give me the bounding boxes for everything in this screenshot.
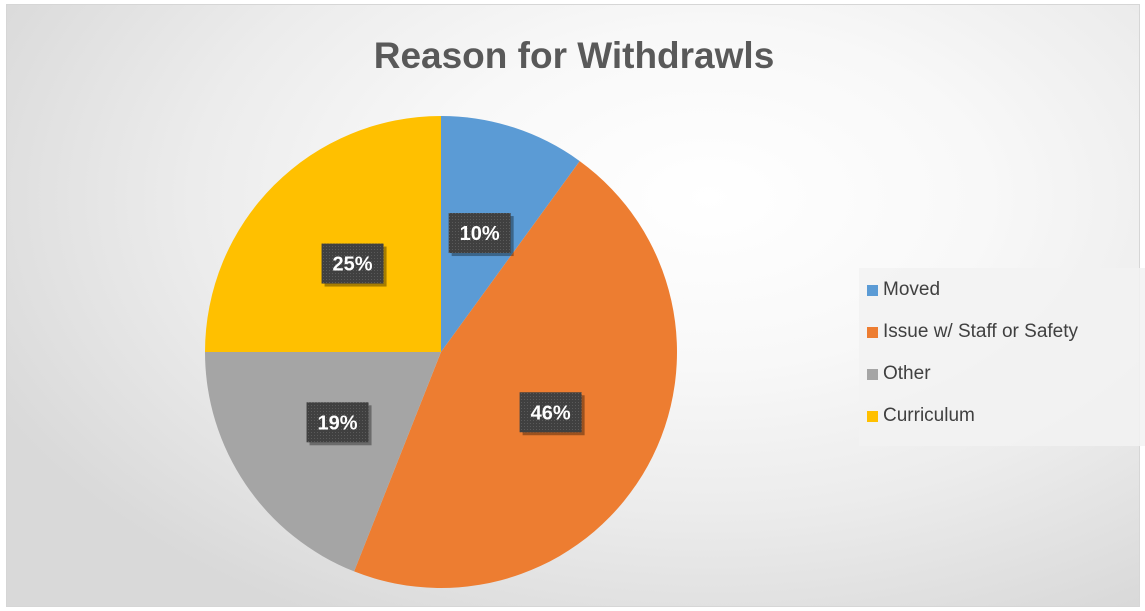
legend-swatch (867, 326, 878, 338)
chart-area: Reason for Withdrawls 10% 46% 19% 25% Moved… (6, 4, 1145, 607)
legend-item-issue-staff-safety: Issue w/ Staff or Safety (867, 321, 1079, 342)
pie-slice-other (205, 352, 441, 572)
legend: Moved Issue w/ Staff or Safety Other Cur… (859, 268, 1145, 446)
legend-label: Other (883, 363, 931, 384)
top-strip (0, 0, 1145, 6)
data-label-other: 19% (306, 402, 372, 446)
data-label-curriculum: 25% (321, 243, 387, 287)
data-label-text: 46% (531, 402, 571, 424)
legend-item-curriculum: Curriculum (867, 405, 975, 426)
pie-chart: 10% 46% 19% 25% (205, 116, 677, 588)
legend-label: Curriculum (883, 405, 975, 426)
legend-swatch (867, 410, 878, 422)
data-label-text: 19% (318, 412, 358, 434)
legend-label: Moved (883, 279, 941, 300)
data-label-moved: 10% (448, 213, 514, 257)
legend-swatch (867, 368, 878, 380)
pie-slice-curriculum (205, 116, 441, 352)
legend-swatch (867, 284, 878, 296)
legend-item-moved: Moved (867, 279, 941, 300)
pie-slice-issue-w-staff-or-safety (354, 161, 677, 588)
data-label-text: 10% (460, 223, 500, 245)
chart-title: Reason for Withdrawls (373, 35, 775, 76)
legend-item-other: Other (867, 363, 931, 384)
legend-label: Issue w/ Staff or Safety (883, 321, 1079, 342)
data-label-text: 25% (333, 254, 373, 276)
data-label-issue-w-staff-or-safety: 46% (519, 392, 585, 436)
